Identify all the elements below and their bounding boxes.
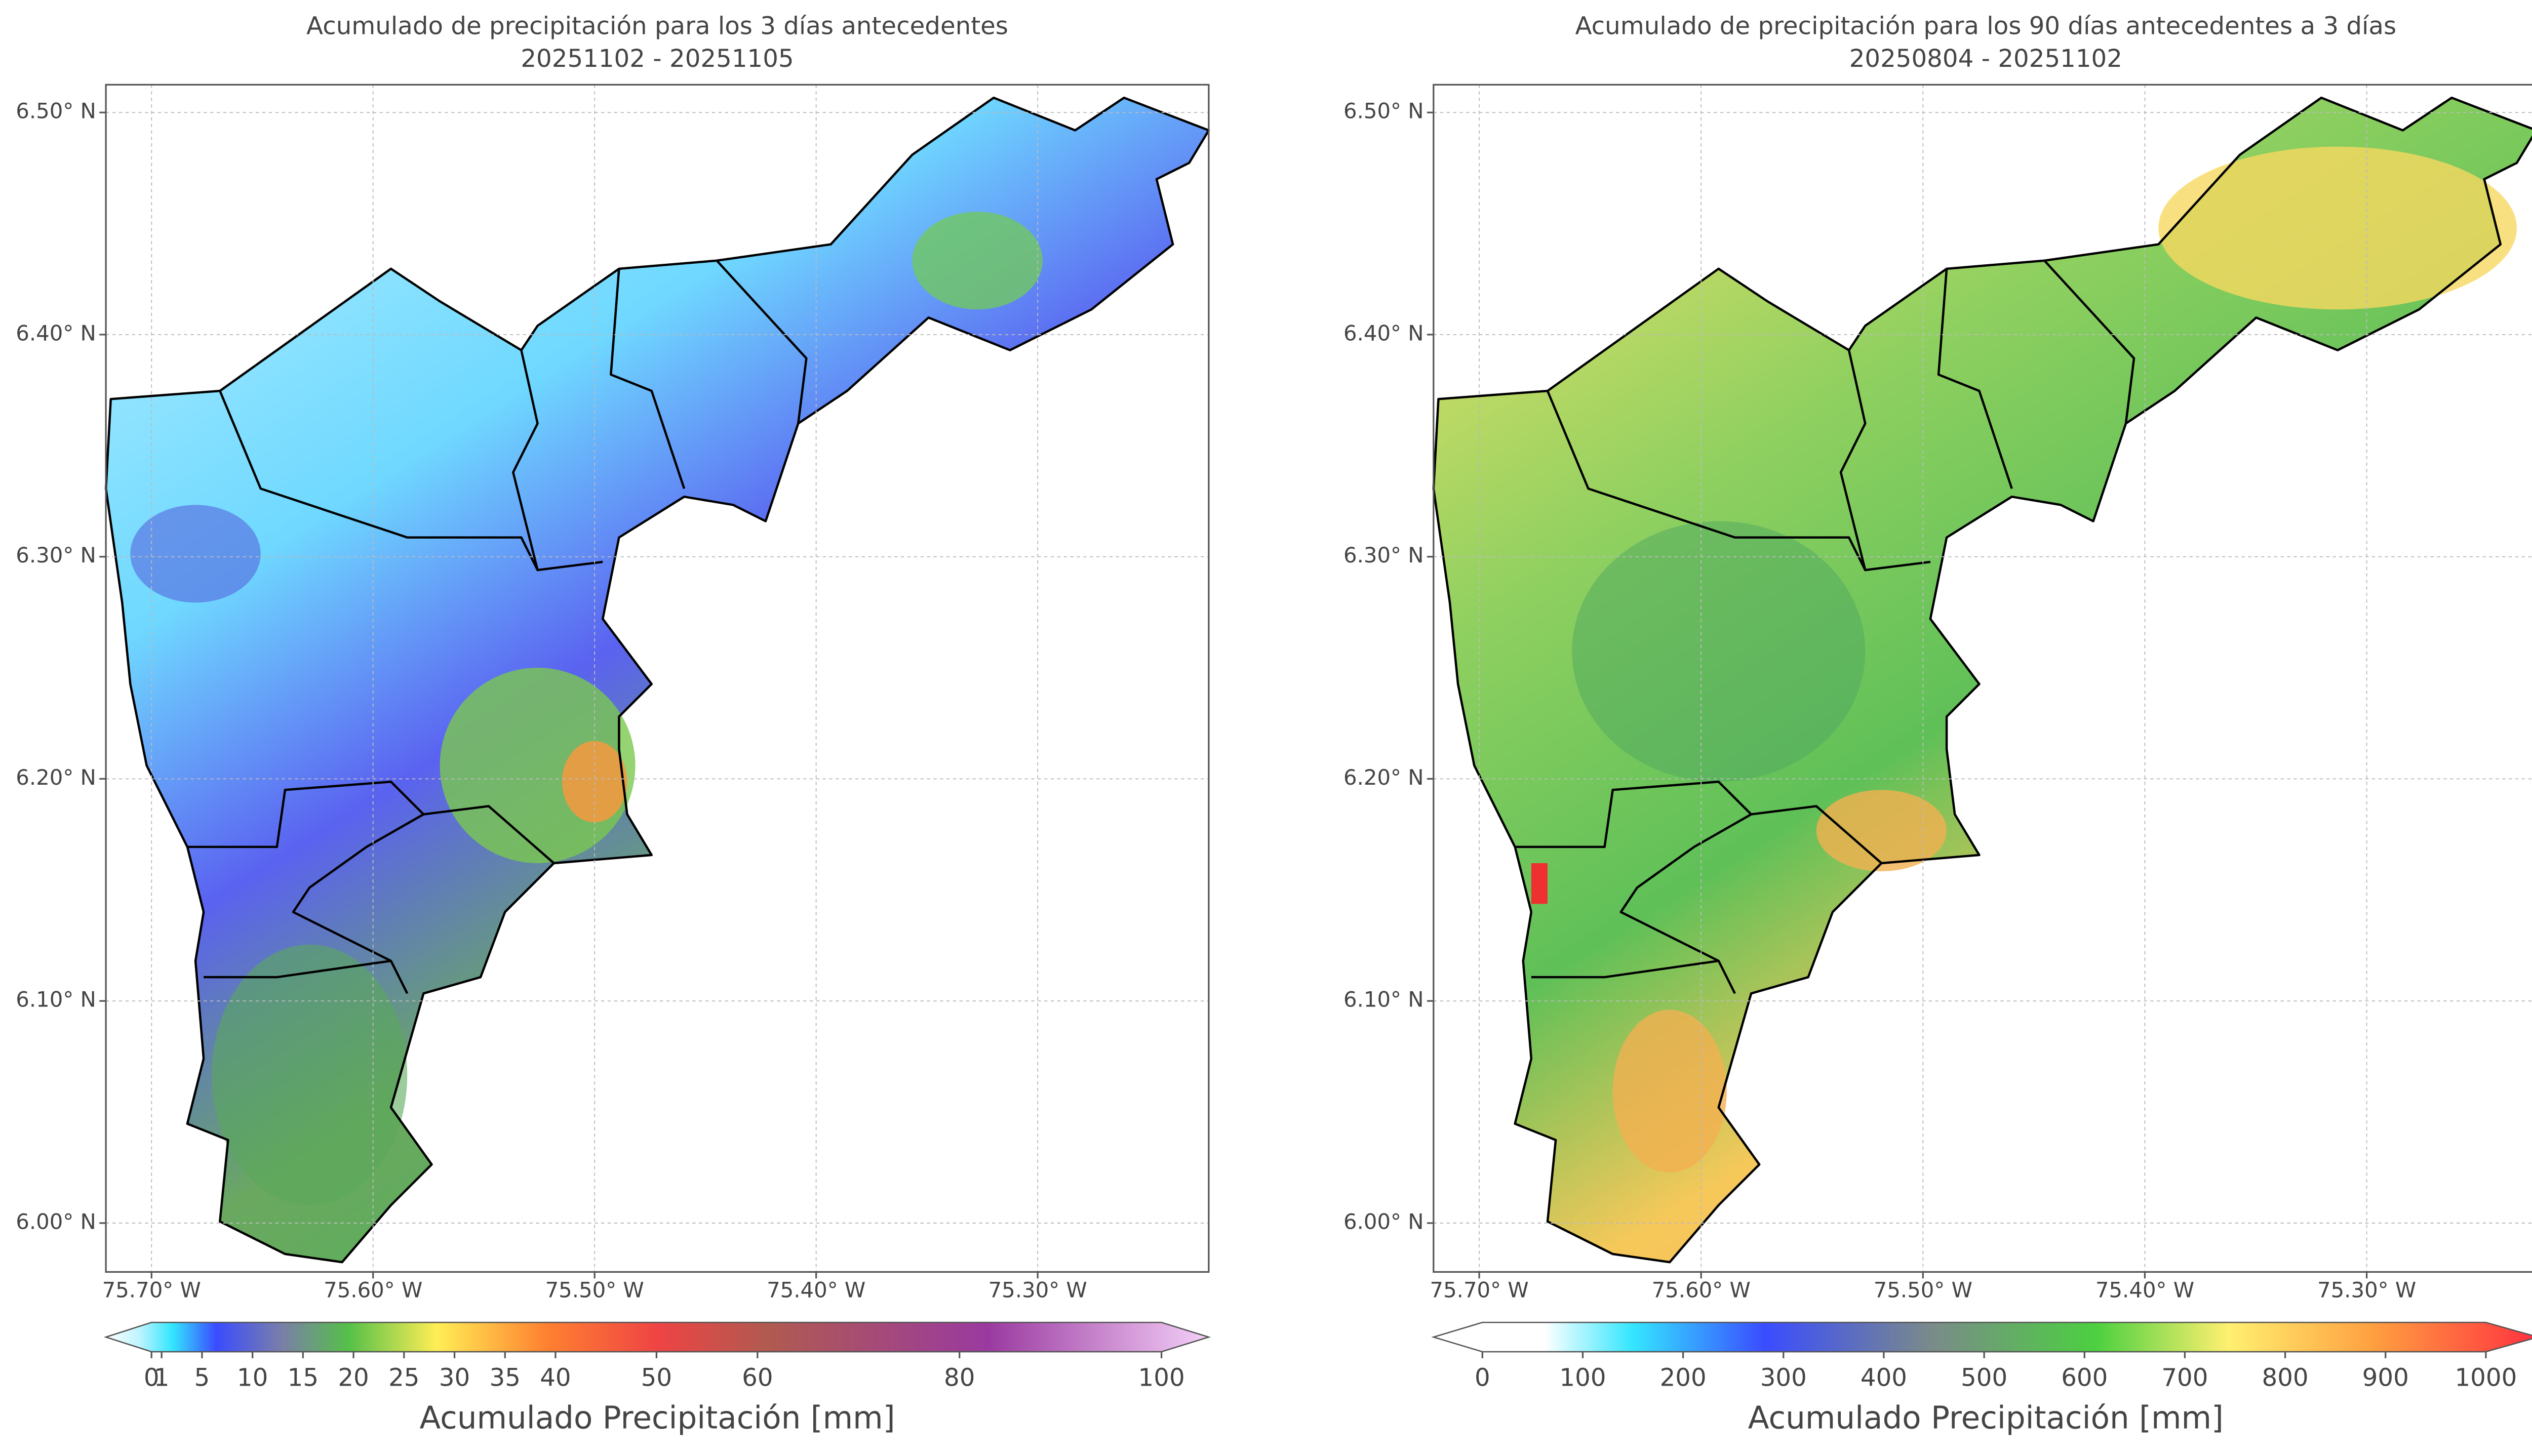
colorbar-tick-label: 100 bbox=[1138, 1364, 1185, 1392]
colorbar-label: Acumulado Precipitación [mm] bbox=[419, 1400, 895, 1436]
colorbar-tick-label: 0 bbox=[144, 1364, 160, 1392]
colorbar bbox=[103, 1321, 1211, 1353]
axes-frame bbox=[1433, 84, 2532, 1273]
panel bbox=[106, 98, 1209, 1262]
panel bbox=[1434, 98, 2532, 1262]
y-tick-label: 6.20° N bbox=[1343, 765, 1424, 790]
field-patch bbox=[1612, 1009, 1727, 1173]
x-tick-label: 75.60° W bbox=[1652, 1278, 1751, 1303]
subtitle: 20250804 - 20251102 bbox=[1849, 45, 2122, 73]
colorbar bbox=[1431, 1321, 2532, 1353]
x-tick-label: 75.50° W bbox=[1874, 1278, 1972, 1303]
colorbar-tick-label: 700 bbox=[2161, 1364, 2208, 1392]
colorbar-tick-label: 800 bbox=[2262, 1364, 2309, 1392]
y-tick-label: 6.30° N bbox=[16, 543, 96, 568]
y-tick-label: 6.50° N bbox=[16, 99, 96, 124]
field-patch bbox=[1531, 863, 1548, 904]
colorbar-tick-label: 30 bbox=[439, 1364, 470, 1392]
colorbar-tick-label: 200 bbox=[1660, 1364, 1707, 1392]
x-tick-label: 75.50° W bbox=[545, 1278, 644, 1303]
x-tick-label: 75.40° W bbox=[2095, 1278, 2194, 1303]
colorbar-tick-label: 600 bbox=[2061, 1364, 2108, 1392]
y-tick-label: 6.10° N bbox=[16, 987, 96, 1012]
axes-frame bbox=[105, 84, 1210, 1273]
colorbar-tick-label: 15 bbox=[288, 1364, 319, 1392]
colorbar-tick-label: 10 bbox=[237, 1364, 268, 1392]
colorbar-tick-label: 60 bbox=[742, 1364, 773, 1392]
title: Acumulado de precipitación para los 90 d… bbox=[1575, 12, 2397, 41]
x-tick-label: 75.30° W bbox=[988, 1278, 1087, 1303]
field-patch bbox=[212, 944, 408, 1205]
title: Acumulado de precipitación para los 3 dí… bbox=[306, 12, 1008, 41]
x-tick-label: 75.60° W bbox=[324, 1278, 422, 1303]
subtitle: 20251102 - 20251105 bbox=[521, 45, 794, 73]
y-tick-label: 6.20° N bbox=[16, 765, 96, 790]
y-tick-label: 6.00° N bbox=[1343, 1209, 1424, 1234]
field-patch bbox=[1572, 521, 1866, 782]
colorbar-label: Acumulado Precipitación [mm] bbox=[1748, 1400, 2224, 1436]
colorbar-tick-label: 5 bbox=[194, 1364, 210, 1392]
x-tick-label: 75.30° W bbox=[2317, 1278, 2416, 1303]
y-tick-label: 6.00° N bbox=[16, 1209, 96, 1234]
colorbar-tick-label: 1000 bbox=[2455, 1364, 2517, 1392]
colorbar-tick-label: 400 bbox=[1861, 1364, 1907, 1392]
x-tick-label: 75.40° W bbox=[767, 1278, 865, 1303]
y-tick-label: 6.50° N bbox=[1343, 99, 1424, 124]
colorbar-tick-label: 500 bbox=[1961, 1364, 2007, 1392]
y-tick-label: 6.30° N bbox=[1343, 543, 1424, 568]
colorbar-tick-label: 80 bbox=[944, 1364, 975, 1392]
field-patch bbox=[912, 212, 1043, 310]
colorbar-tick-label: 25 bbox=[388, 1364, 419, 1392]
colorbar-tick-label: 300 bbox=[1760, 1364, 1807, 1392]
field-patch bbox=[130, 505, 261, 603]
y-tick-label: 6.40° N bbox=[16, 320, 96, 345]
y-tick-label: 6.40° N bbox=[1343, 320, 1424, 345]
colorbar-tick-label: 35 bbox=[490, 1364, 521, 1392]
colorbar-tick-label: 20 bbox=[338, 1364, 369, 1392]
field-patch bbox=[2158, 146, 2517, 310]
field-patch bbox=[1816, 790, 1947, 872]
colorbar-tick-label: 50 bbox=[641, 1364, 672, 1392]
x-tick-label: 75.70° W bbox=[102, 1278, 201, 1303]
colorbar-tick-label: 40 bbox=[540, 1364, 571, 1392]
colorbar-tick-label: 900 bbox=[2362, 1364, 2409, 1392]
colorbar-tick-label: 1 bbox=[154, 1364, 170, 1392]
y-tick-label: 6.10° N bbox=[1343, 987, 1424, 1012]
colorbar-tick-label: 0 bbox=[1475, 1364, 1490, 1392]
colorbar-tick-label: 100 bbox=[1559, 1364, 1606, 1392]
x-tick-label: 75.70° W bbox=[1430, 1278, 1528, 1303]
